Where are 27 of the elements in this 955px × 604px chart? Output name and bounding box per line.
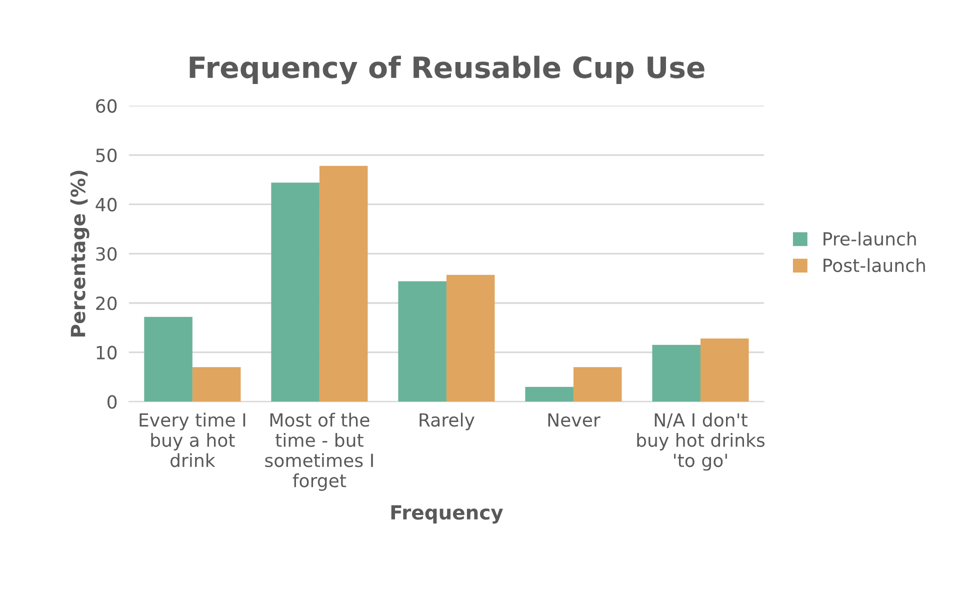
y-axis-title: Percentage (%) xyxy=(70,170,90,336)
bar xyxy=(573,367,622,402)
bar xyxy=(271,182,320,402)
x-tick-label: Rarely xyxy=(420,412,474,430)
legend-label: Post-launch xyxy=(824,258,925,272)
bar xyxy=(144,316,192,402)
x-axis-title: Frequency xyxy=(391,505,504,524)
y-tick-label: 40 xyxy=(96,198,117,212)
bar xyxy=(700,338,749,402)
legend-label: Pre-launch xyxy=(824,232,916,246)
bar xyxy=(446,274,495,402)
y-tick-label: 10 xyxy=(96,346,117,360)
bar xyxy=(652,344,700,402)
y-tick-label: 30 xyxy=(96,247,117,261)
x-tick-label: Never xyxy=(548,413,600,427)
x-tick-label: Most of the time - but sometimes I forget xyxy=(265,412,373,491)
x-tick-label: Every time I buy a hot drink xyxy=(140,412,246,468)
x-tick-label: N/A I don't buy hot drinks 'to go' xyxy=(637,412,765,471)
bar xyxy=(525,386,574,402)
y-tick-label: 50 xyxy=(96,148,117,162)
y-tick-label: 0 xyxy=(108,395,117,409)
y-tick-label: 60 xyxy=(96,99,117,113)
chart-title: Frequency of Reusable Cup Use xyxy=(190,56,704,84)
bar xyxy=(192,367,241,402)
bar xyxy=(398,281,446,402)
y-tick-label: 20 xyxy=(96,296,117,310)
bar xyxy=(319,166,368,402)
